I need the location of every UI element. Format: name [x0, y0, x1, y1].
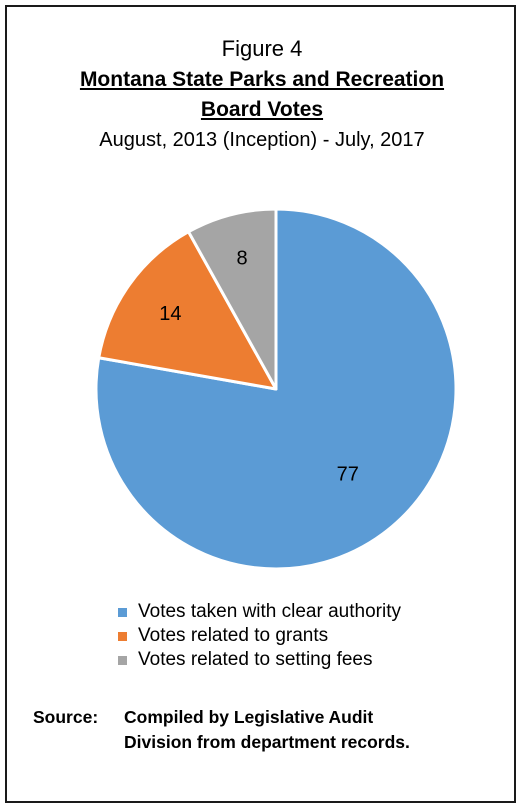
- legend-swatch: [118, 608, 127, 617]
- legend: Votes taken with clear authority Votes r…: [118, 600, 401, 672]
- figure-frame: [5, 5, 516, 803]
- legend-label: Votes related to grants: [138, 625, 329, 646]
- chart-title-line1: Montana State Parks and Recreation: [79, 68, 445, 91]
- pie-slice-2: [186, 207, 278, 391]
- source-note: Source: Compiled by Legislative Audit Div…: [33, 705, 410, 755]
- legend-item-clear-authority: Votes taken with clear authority: [118, 600, 401, 624]
- chart-subtitle: August, 2013 (Inception) - July, 2017: [99, 129, 425, 151]
- data-label-0: 77: [337, 463, 359, 485]
- legend-label: Votes related to setting fees: [138, 649, 373, 670]
- legend-item-grants: Votes related to grants: [118, 624, 401, 648]
- source-lead: Source:: [33, 707, 99, 727]
- data-label-1: 14: [159, 303, 181, 325]
- pie-slice-0: [94, 207, 458, 571]
- source-line2: Division from department records.: [124, 732, 410, 752]
- data-label-2: 8: [237, 247, 248, 269]
- legend-swatch: [118, 632, 127, 641]
- figure-label: Figure 4: [221, 36, 303, 61]
- pie-slice-1: [97, 230, 278, 391]
- source-line1: Compiled by Legislative Audit: [124, 707, 374, 727]
- legend-item-setting-fees: Votes related to setting fees: [118, 648, 401, 672]
- pie-chart: 77 14 8: [94, 207, 458, 571]
- legend-label: Votes taken with clear authority: [138, 601, 401, 622]
- chart-title-line2: Board Votes: [200, 98, 324, 121]
- legend-swatch: [118, 656, 127, 665]
